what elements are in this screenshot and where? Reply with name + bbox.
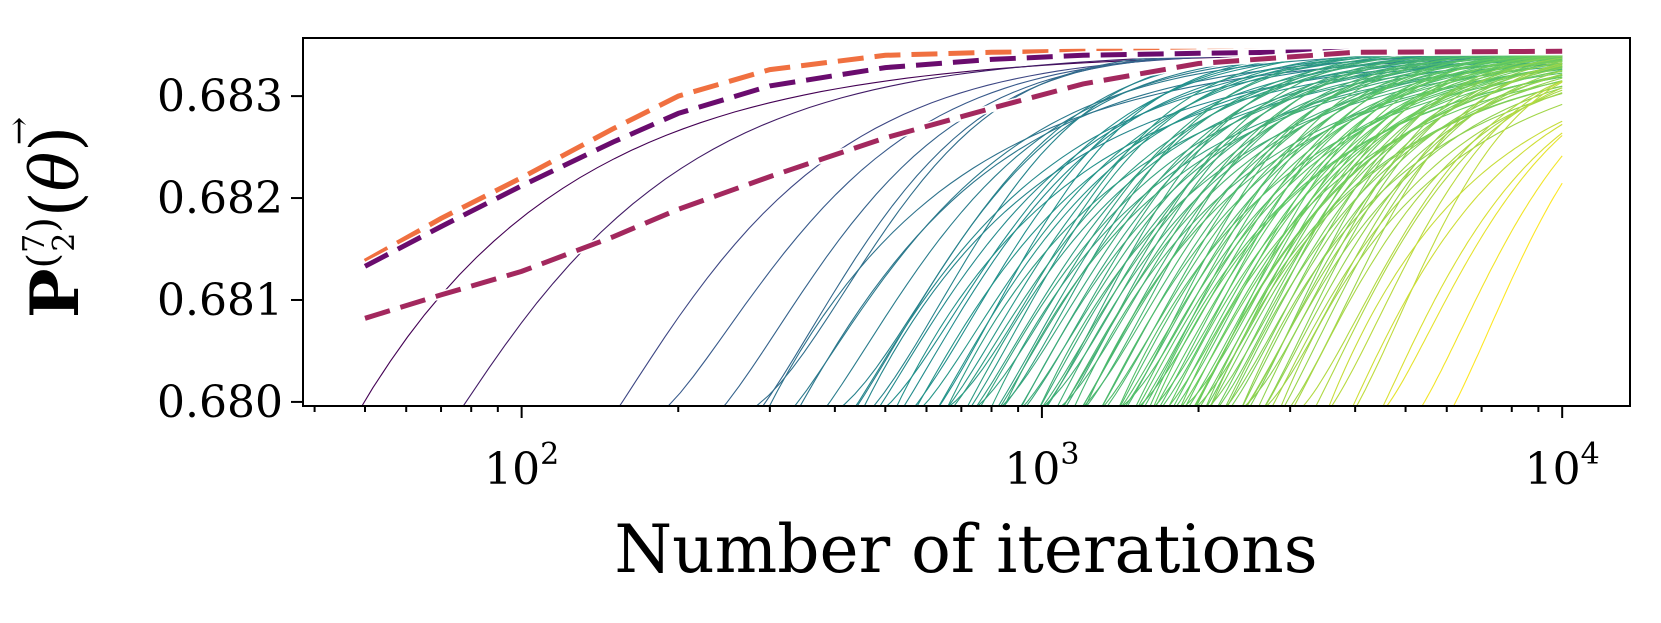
thin-series-line bbox=[1217, 59, 1563, 406]
x-axis-ticks: 102 103 104 bbox=[313, 406, 1600, 495]
thin-series-line bbox=[1264, 61, 1563, 406]
y-tick-label: 0.680 bbox=[157, 377, 283, 428]
plot-frame bbox=[302, 37, 1631, 407]
thin-series-line bbox=[1258, 87, 1563, 406]
thin-series-line bbox=[1210, 85, 1563, 406]
thin-series-line bbox=[1196, 55, 1563, 406]
thin-series-line bbox=[1280, 103, 1563, 406]
thin-series-line bbox=[1265, 64, 1563, 406]
thin-series-line bbox=[1382, 132, 1563, 406]
thin-series-line bbox=[755, 50, 1563, 406]
dashed-series-group bbox=[361, 47, 1567, 323]
svg-text:P(72)(θ): P(72)(θ) bbox=[16, 126, 94, 318]
thin-series-line bbox=[1331, 80, 1563, 406]
thin-series-line bbox=[1153, 76, 1563, 406]
thin-series-line bbox=[1155, 62, 1563, 406]
thin-series-line bbox=[1356, 81, 1563, 406]
dashed-series-line bbox=[364, 48, 1563, 321]
thin-series-line bbox=[1209, 60, 1563, 406]
thin-series-line bbox=[1293, 89, 1563, 406]
thin-series-line bbox=[1302, 80, 1563, 406]
thin-series-line bbox=[762, 50, 1563, 406]
thin-series-line bbox=[1421, 155, 1563, 406]
thin-series-line bbox=[1452, 182, 1563, 406]
thin-series-line bbox=[1231, 57, 1563, 406]
thin-series-line bbox=[1386, 135, 1563, 406]
y-tick-label: 0.681 bbox=[157, 275, 283, 326]
thin-series-line bbox=[1264, 73, 1563, 406]
y-tick-label: 0.683 bbox=[157, 71, 283, 122]
thin-series-line bbox=[1159, 54, 1563, 406]
thin-series-line bbox=[1218, 54, 1563, 406]
svg-text:→: → bbox=[0, 117, 39, 146]
thin-series-group bbox=[361, 50, 1563, 406]
thin-series-line bbox=[856, 50, 1563, 406]
thin-series-line bbox=[1138, 52, 1563, 406]
thin-series-line bbox=[1188, 57, 1563, 406]
thin-series-line bbox=[1290, 62, 1563, 406]
thin-series-line bbox=[1315, 87, 1563, 406]
thin-series-line bbox=[1193, 74, 1563, 406]
thin-series-line bbox=[1352, 123, 1563, 406]
y-axis-label: P(72)(θ) → bbox=[0, 117, 94, 318]
thin-series-line bbox=[1249, 55, 1563, 406]
thin-series-line bbox=[1000, 54, 1563, 406]
thin-series-line bbox=[1168, 59, 1563, 406]
x-tick-label: 102 bbox=[484, 437, 559, 495]
thin-series-line bbox=[1184, 53, 1563, 406]
thin-series-line bbox=[1283, 70, 1563, 406]
thin-series-line bbox=[1328, 120, 1563, 406]
x-tick-label: 103 bbox=[1004, 437, 1079, 495]
y-tick-label: 0.682 bbox=[157, 173, 283, 224]
thin-series-line bbox=[1244, 57, 1563, 406]
thin-series-line bbox=[1226, 67, 1563, 406]
thin-series-line bbox=[1227, 65, 1563, 406]
thin-series-line bbox=[1162, 51, 1563, 406]
y-axis-ticks: 0.680 0.681 0.682 0.683 bbox=[157, 71, 303, 428]
x-axis-label: Number of iterations bbox=[614, 511, 1317, 588]
thin-series-line bbox=[1074, 68, 1563, 406]
thin-series-line bbox=[1245, 77, 1563, 406]
x-tick-label: 104 bbox=[1525, 437, 1600, 495]
thin-series-line bbox=[938, 52, 1563, 406]
thin-series-line bbox=[768, 55, 1563, 406]
thin-series-line bbox=[1175, 53, 1563, 406]
thin-series-line bbox=[1185, 65, 1563, 406]
thin-series-line bbox=[1121, 60, 1563, 406]
dashed-series-line bbox=[363, 48, 1563, 269]
